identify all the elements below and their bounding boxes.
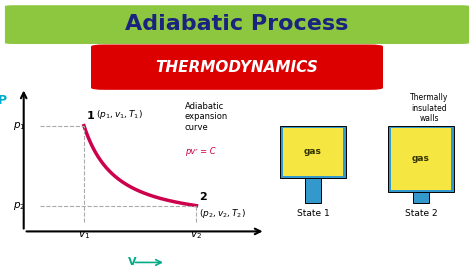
Bar <box>305 178 321 203</box>
Text: P: P <box>0 94 7 107</box>
Text: Adiabatic Process: Adiabatic Process <box>125 14 349 34</box>
Text: Thermally
insulated
walls: Thermally insulated walls <box>410 93 448 123</box>
Text: $v_1$: $v_1$ <box>78 229 90 241</box>
Text: $(p_2,v_2,T_2)$: $(p_2,v_2,T_2)$ <box>200 207 246 220</box>
Bar <box>413 192 429 203</box>
Text: $p_2$: $p_2$ <box>13 200 26 212</box>
Text: Mechanical Magic Mechanical Learning Tutorials: Mechanical Magic Mechanical Learning Tut… <box>77 243 397 256</box>
Bar <box>388 126 454 192</box>
FancyBboxPatch shape <box>5 5 469 44</box>
Bar <box>280 126 346 178</box>
Text: Adiabatic
expansion
curve: Adiabatic expansion curve <box>185 102 228 131</box>
Text: $(p_1,v_1,T_1)$: $(p_1,v_1,T_1)$ <box>96 108 143 121</box>
Text: gas: gas <box>412 154 430 163</box>
Text: V: V <box>128 257 137 266</box>
Text: pvʳ = C: pvʳ = C <box>185 147 216 156</box>
Bar <box>283 128 343 176</box>
Text: State 2: State 2 <box>405 209 438 218</box>
Text: $v_2$: $v_2$ <box>191 229 202 241</box>
FancyBboxPatch shape <box>91 44 383 90</box>
Bar <box>392 128 451 190</box>
Text: State 1: State 1 <box>297 209 329 218</box>
Text: 1: 1 <box>87 111 95 121</box>
Text: 2: 2 <box>200 192 207 202</box>
Text: $p_1$: $p_1$ <box>13 120 26 132</box>
Text: THERMODYNAMICS: THERMODYNAMICS <box>155 60 319 75</box>
Text: gas: gas <box>304 147 322 156</box>
